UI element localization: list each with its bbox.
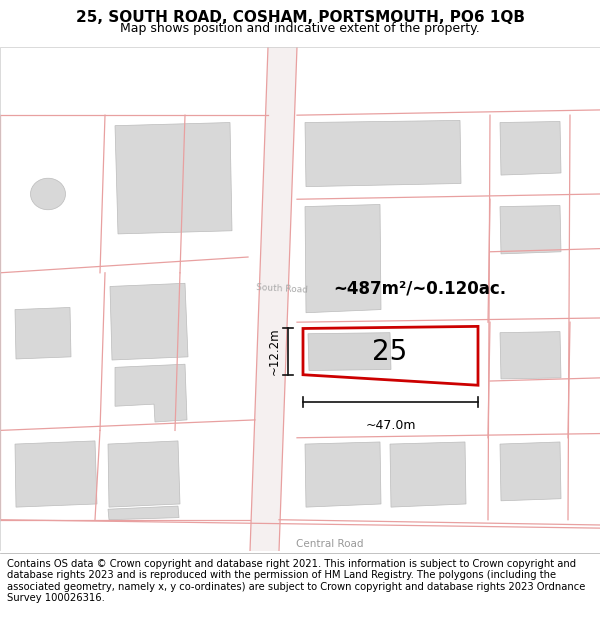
Polygon shape — [15, 441, 97, 507]
Polygon shape — [110, 283, 188, 360]
Polygon shape — [308, 332, 391, 371]
Polygon shape — [250, 47, 297, 551]
Polygon shape — [500, 332, 561, 379]
Polygon shape — [500, 206, 561, 254]
Polygon shape — [108, 441, 180, 507]
Text: Contains OS data © Crown copyright and database right 2021. This information is : Contains OS data © Crown copyright and d… — [7, 559, 586, 603]
Polygon shape — [115, 364, 187, 422]
Text: Map shows position and indicative extent of the property.: Map shows position and indicative extent… — [120, 22, 480, 35]
Text: Central Road: Central Road — [296, 539, 364, 549]
Polygon shape — [500, 442, 561, 501]
Text: 25: 25 — [373, 338, 407, 366]
Polygon shape — [305, 204, 381, 312]
Polygon shape — [115, 122, 232, 234]
Polygon shape — [305, 442, 381, 507]
Polygon shape — [390, 442, 466, 507]
Polygon shape — [108, 506, 179, 520]
Text: ~487m²/~0.120ac.: ~487m²/~0.120ac. — [334, 279, 506, 298]
Text: 25, SOUTH ROAD, COSHAM, PORTSMOUTH, PO6 1QB: 25, SOUTH ROAD, COSHAM, PORTSMOUTH, PO6 … — [76, 10, 524, 25]
Polygon shape — [500, 121, 561, 175]
Text: ~47.0m: ~47.0m — [365, 419, 416, 432]
Ellipse shape — [31, 178, 65, 210]
Polygon shape — [15, 308, 71, 359]
Polygon shape — [303, 326, 478, 385]
Text: South Road: South Road — [256, 282, 308, 294]
Polygon shape — [305, 121, 461, 187]
Text: ~12.2m: ~12.2m — [268, 328, 281, 376]
